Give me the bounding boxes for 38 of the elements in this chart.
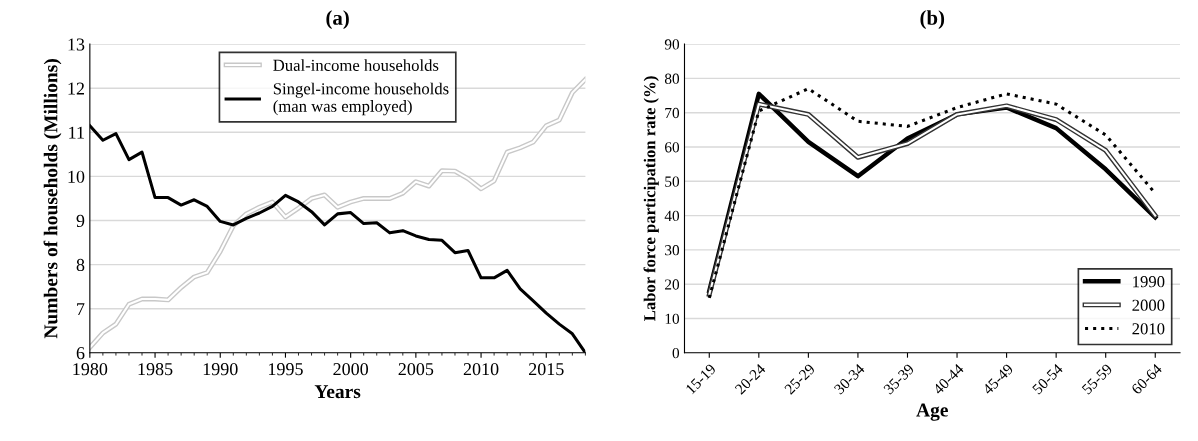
x-tick-label: 2015 [529,363,564,376]
legend-label: Singel-income households (man was employed) [273,82,449,116]
x-tick-label: 1985 [138,363,173,376]
line-series [89,76,586,350]
legend-label: 2000 [1132,299,1165,311]
y-tick-label: 60 [665,142,680,153]
y-tick-label: 12 [68,82,84,95]
y-tick-label: 0 [672,347,680,359]
x-axis-title: Age [916,403,948,421]
y-tick-label: 30 [665,245,680,256]
y-tick-label: 13 [68,38,85,51]
y-tick-label: 8 [76,258,85,272]
legend-label: Dual-income households [273,59,439,71]
x-tick-label: 2005 [398,363,434,376]
y-tick-label: 9 [76,214,85,227]
chart-title: (a) [326,10,349,30]
legend-label: 2010 [1132,323,1165,335]
x-tick-label: 1995 [268,363,303,376]
y-tick-label: 11 [69,126,84,139]
y-tick-label: 10 [665,313,680,324]
x-tick-label: 2000 [333,363,369,376]
y-tick-label: 20 [665,279,680,290]
y-tick-label: 10 [68,170,85,183]
x-tick-label: 2010 [463,363,499,376]
y-tick-label: 90 [664,39,680,50]
x-tick-label: 1990 [203,363,238,376]
chart-title: (b) [920,10,945,30]
y-tick-label: 6 [76,347,85,360]
x-tick-label: 1980 [73,363,108,376]
y-tick-label: 7 [77,303,85,315]
x-axis-title: Years [314,385,361,399]
legend-label: 1990 [1133,276,1165,288]
y-tick-label: 50 [665,176,680,187]
y-axis-title: Numbers of households (Millions) [43,59,62,339]
y-tick-label: 80 [664,73,680,84]
y-axis-title: Labor force participation rate (%) [643,76,659,321]
y-tick-label: 70 [665,107,680,119]
y-tick-label: 40 [664,210,680,222]
